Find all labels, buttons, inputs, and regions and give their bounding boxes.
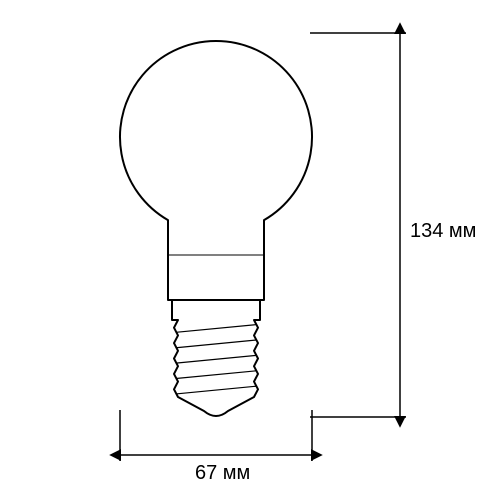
bulb-technical-drawing [0, 0, 500, 500]
height-dimension-label: 134 мм [410, 220, 476, 243]
width-dimension-label: 67 мм [195, 462, 250, 485]
diagram-stage: 134 мм 67 мм [0, 0, 500, 500]
